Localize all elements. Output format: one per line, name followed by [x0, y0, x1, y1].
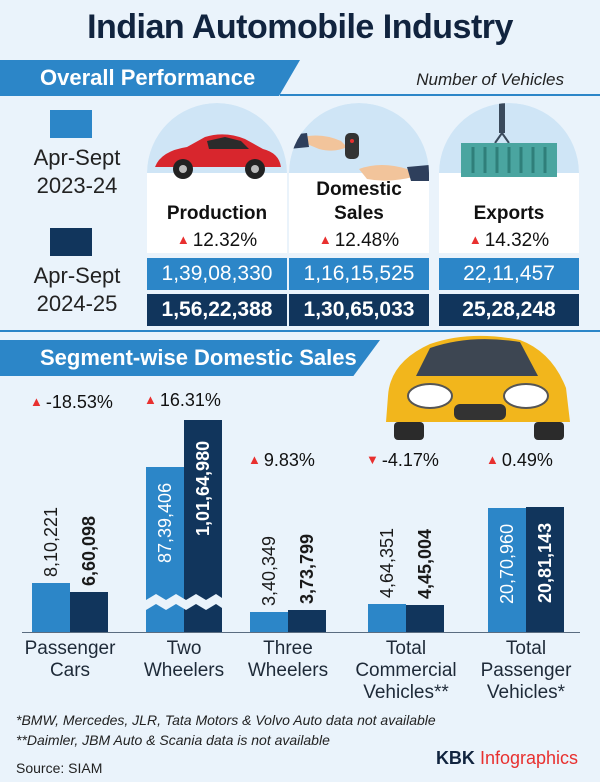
footnote-2: **Daimler, JBM Auto & Scania data is not…: [16, 732, 330, 748]
bar-4-series-0: [488, 507, 526, 632]
up-triangle-icon: ▲: [468, 232, 482, 247]
category-label-line: Passenger: [480, 660, 572, 681]
production-curr-value: 1,56,22,388: [147, 294, 287, 326]
change-value: 0.49%: [501, 450, 553, 470]
up-triangle-icon: ▲: [30, 394, 43, 409]
segment-change-label: ▼ -4.17%: [366, 450, 439, 471]
up-triangle-icon: ▲: [486, 452, 499, 467]
segment-section-header: Segment-wise Domestic Sales: [0, 340, 380, 376]
category-label-line: Two: [166, 638, 202, 659]
bar-3-series-0: [368, 604, 406, 632]
category-label-line: Three: [263, 638, 313, 659]
bar-value-label: 3,40,349: [259, 535, 279, 606]
category-label-line: Passenger: [24, 638, 116, 659]
car-key-handover-icon: [289, 133, 429, 181]
category-label: Passenger Cars: [5, 638, 135, 682]
bar-2-series-0: [250, 611, 288, 632]
exports-prev-value: 22,11,457: [439, 258, 579, 290]
bar-0-series-1: [70, 592, 108, 632]
chart-baseline: [22, 632, 580, 633]
bar-value-label: 8,10,221: [41, 507, 61, 578]
section-divider: [0, 330, 600, 332]
change-value: -4.17%: [381, 450, 439, 470]
category-label: Three Wheelers: [223, 638, 353, 682]
down-triangle-icon: ▼: [366, 452, 379, 467]
category-label-line: Wheelers: [143, 660, 225, 681]
bar-value-label: 4,64,351: [377, 528, 397, 599]
exports-card: Exports: [439, 103, 579, 253]
up-triangle-icon: ▲: [176, 232, 190, 247]
legend-prev-line1: Apr-Sept: [33, 145, 121, 170]
source-note: Source: SIAM: [16, 760, 103, 776]
category-label-line: Cars: [49, 660, 91, 681]
category-label-line: Total: [385, 638, 427, 659]
change-value: 9.83%: [263, 450, 315, 470]
segment-change-label: ▲ 16.31%: [144, 390, 221, 411]
bar-value-label: 4,45,004: [415, 529, 435, 600]
bar-value-label: 20,81,143: [535, 523, 555, 604]
axis-break-icon: [146, 594, 222, 610]
domestic-sales-prev-value: 1,16,15,525: [289, 258, 429, 290]
footnote-1: *BMW, Mercedes, JLR, Tata Motors & Volvo…: [16, 712, 436, 728]
bar-4-series-1: [526, 507, 564, 632]
section-rule: [280, 94, 600, 96]
category-label-line: Commercial: [355, 660, 457, 681]
production-label: Production: [166, 203, 268, 224]
legend-curr-line1: Apr-Sept: [33, 263, 121, 288]
up-triangle-icon: ▲: [318, 232, 332, 247]
bar-2-series-1: [288, 609, 326, 632]
exports-change: ▲ 14.32%: [468, 230, 550, 251]
exports-curr-value: 25,28,248: [439, 294, 579, 326]
domestic-sales-card: Domestic Sales: [289, 103, 429, 253]
bar-value-label: 20,70,960: [497, 523, 517, 604]
domestic-sales-change: ▲ 12.48%: [318, 230, 400, 251]
exports-label: Exports: [473, 203, 545, 224]
domestic-sales-label-line2: Sales: [334, 203, 384, 224]
up-triangle-icon: ▲: [144, 392, 157, 407]
bar-3-series-1: [406, 605, 444, 632]
unit-note: Number of Vehicles: [416, 70, 564, 89]
segment-change-label: ▲ 9.83%: [248, 450, 315, 471]
bar-value-label: 3,73,799: [297, 533, 317, 604]
hatchback-car-icon: [386, 335, 570, 440]
bar-value-label: 1,01,64,980: [193, 440, 213, 536]
category-label-line: Vehicles**: [363, 682, 449, 703]
overall-section-header: Overall Performance: [0, 60, 300, 96]
production-prev-value: 1,39,08,330: [147, 258, 287, 290]
sports-car-icon: [155, 134, 281, 179]
category-label-line: Total: [505, 638, 547, 659]
bar-value-label: 87,39,406: [155, 482, 175, 563]
legend-prev-line2: 2023-24: [36, 173, 118, 198]
change-value: -18.53%: [45, 392, 113, 412]
up-triangle-icon: ▲: [248, 452, 261, 467]
page-title: Indian Automobile Industry: [87, 8, 513, 46]
category-label: Total Passenger Vehicles*: [461, 638, 591, 704]
domestic-sales-curr-value: 1,30,65,033: [289, 294, 429, 326]
legend-swatch-curr: [50, 228, 92, 256]
shipping-container-icon: [461, 103, 557, 177]
category-label: Total Commercial Vehicles**: [341, 638, 471, 704]
brand-logo: KBK Infographics: [435, 748, 578, 768]
legend-curr-line2: 2024-25: [36, 291, 118, 316]
segment-change-label: ▲ -18.53%: [30, 392, 113, 413]
category-label-line: Wheelers: [247, 660, 329, 681]
legend-swatch-prev: [50, 110, 92, 138]
bar-0-series-0: [32, 583, 70, 632]
production-card: Production: [147, 103, 287, 253]
category-label-line: Vehicles*: [486, 682, 566, 703]
bar-value-label: 6,60,098: [79, 516, 99, 587]
production-change: ▲ 12.32%: [176, 230, 258, 251]
segment-change-label: ▲ 0.49%: [486, 450, 553, 471]
domestic-sales-label-line1: Domestic: [316, 179, 402, 200]
change-value: 16.31%: [159, 390, 221, 410]
category-label: Two Wheelers: [119, 638, 249, 682]
